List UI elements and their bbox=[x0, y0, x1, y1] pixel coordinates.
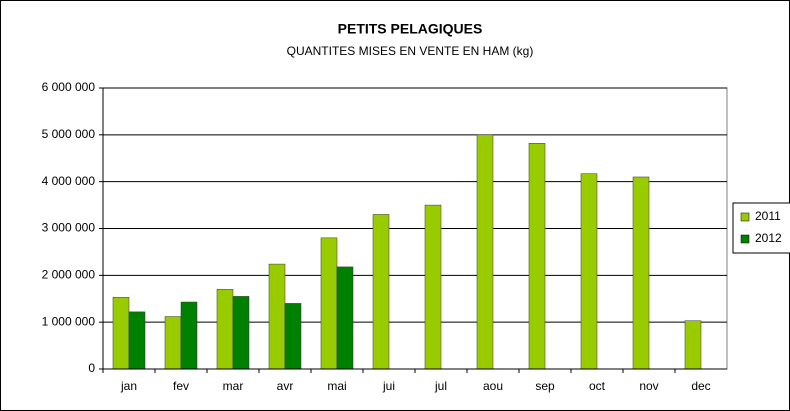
bar bbox=[528, 143, 546, 370]
bar bbox=[632, 176, 650, 370]
legend-label: 2012 bbox=[755, 231, 782, 245]
bar bbox=[684, 320, 702, 370]
x-tick-label: aou bbox=[483, 379, 503, 393]
y-tick-label: 0 bbox=[88, 361, 95, 375]
x-tick-label: avr bbox=[277, 379, 294, 393]
x-tick-label: jul bbox=[434, 379, 447, 393]
y-tick-label: 1 000 000 bbox=[42, 314, 96, 328]
y-tick-label: 6 000 000 bbox=[42, 80, 96, 94]
bar bbox=[216, 289, 234, 370]
bar bbox=[268, 263, 286, 370]
bar bbox=[476, 134, 494, 370]
bar bbox=[112, 297, 130, 370]
legend-box bbox=[732, 202, 790, 254]
bar bbox=[180, 301, 198, 370]
x-tick-label: jan bbox=[120, 379, 137, 393]
bar bbox=[336, 266, 354, 370]
legend-label: 2011 bbox=[755, 209, 781, 223]
bar bbox=[128, 311, 146, 370]
y-tick-label: 5 000 000 bbox=[42, 127, 96, 141]
y-tick-label: 3 000 000 bbox=[42, 221, 96, 235]
chart-subtitle: QUANTITES MISES EN VENTE EN HAM (kg) bbox=[287, 44, 534, 58]
x-tick-label: nov bbox=[639, 379, 658, 393]
x-tick-label: fev bbox=[173, 379, 189, 393]
bar bbox=[372, 214, 390, 370]
chart-title: PETITS PELAGIQUES bbox=[338, 21, 483, 37]
y-tick-label: 2 000 000 bbox=[42, 268, 96, 282]
bar bbox=[164, 316, 182, 370]
x-tick-label: mar bbox=[223, 379, 244, 393]
x-tick-label: sep bbox=[535, 379, 555, 393]
x-tick-label: jui bbox=[382, 379, 395, 393]
legend-swatch bbox=[740, 234, 750, 244]
y-tick-label: 4 000 000 bbox=[42, 174, 96, 188]
bar bbox=[232, 296, 250, 370]
x-tick-label: mai bbox=[327, 379, 346, 393]
bar bbox=[284, 303, 302, 370]
legend-swatch bbox=[740, 212, 750, 222]
bar bbox=[424, 204, 442, 370]
bar bbox=[580, 173, 598, 370]
x-tick-label: dec bbox=[691, 379, 710, 393]
x-tick-label: oct bbox=[589, 379, 606, 393]
bar bbox=[320, 237, 338, 370]
